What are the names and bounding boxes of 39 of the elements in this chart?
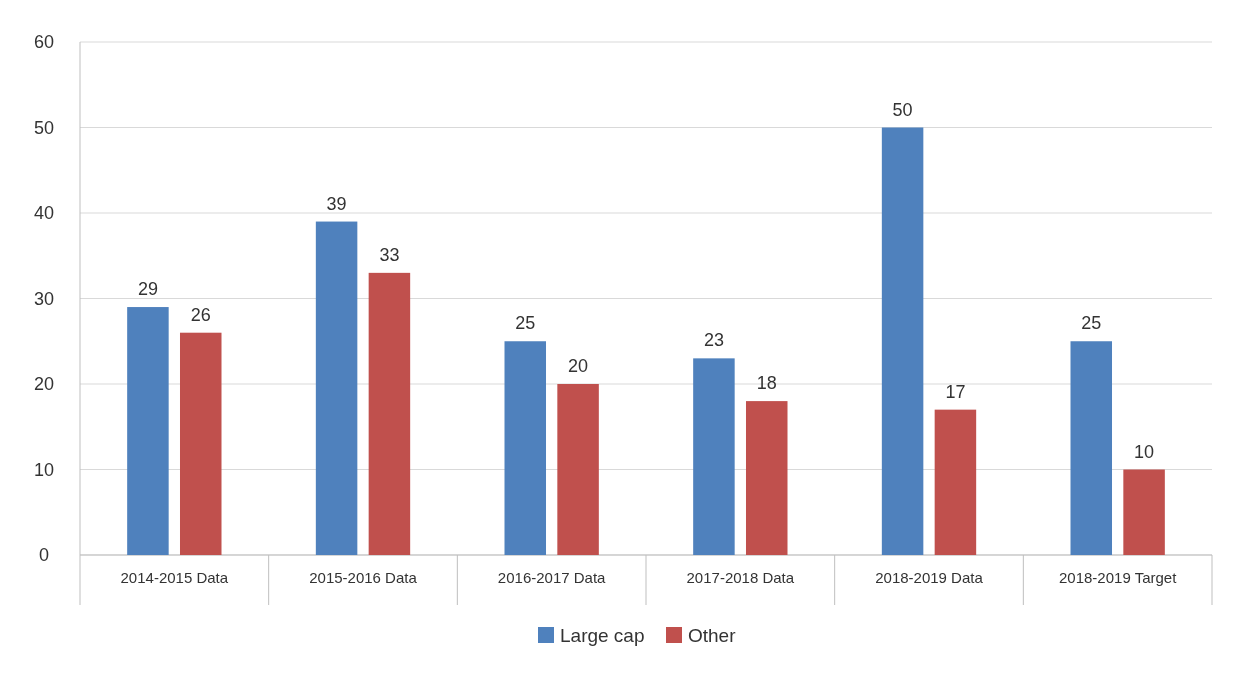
legend-label: Large cap [560, 624, 645, 646]
bar [127, 307, 169, 555]
y-tick-label: 0 [38, 545, 50, 566]
bar [881, 127, 924, 555]
bar [504, 341, 547, 555]
data-label: 26 [190, 304, 211, 325]
y-tick-label: 20 [33, 374, 55, 395]
data-label: 50 [892, 99, 913, 120]
bar [557, 384, 599, 555]
data-label: 18 [756, 373, 777, 394]
data-label: 23 [703, 330, 724, 351]
bar [315, 221, 358, 555]
bar [745, 401, 788, 555]
data-label: 25 [515, 313, 536, 334]
x-tick-label: 2015-2016 Data [309, 569, 418, 586]
bar [1070, 341, 1113, 555]
x-tick-label: 2016-2017 Data [497, 569, 607, 586]
data-label: 25 [1081, 313, 1102, 334]
data-label: 20 [568, 356, 589, 376]
y-tick-label: 50 [33, 117, 55, 138]
x-tick-label: 2018-2019 Target [1059, 569, 1178, 586]
x-tick-label: 2017-2018 Data [686, 569, 795, 586]
data-label: 17 [945, 381, 966, 402]
bar [934, 409, 977, 555]
bar [693, 358, 735, 555]
y-tick-label: 30 [33, 288, 55, 309]
data-label: 39 [326, 193, 347, 214]
data-label: 10 [1134, 441, 1155, 462]
bar [179, 332, 222, 555]
data-label: 33 [379, 244, 400, 265]
y-tick-label: 10 [33, 459, 55, 480]
bar [1123, 469, 1165, 555]
bar [368, 272, 411, 555]
y-tick-label: 60 [33, 32, 55, 53]
x-tick-label: 2014-2015 Data [120, 569, 229, 586]
legend-label: Other [688, 624, 737, 646]
x-tick-label: 2018-2019 Data [875, 569, 984, 586]
data-label: 29 [137, 279, 158, 300]
y-tick-label: 40 [33, 203, 55, 224]
